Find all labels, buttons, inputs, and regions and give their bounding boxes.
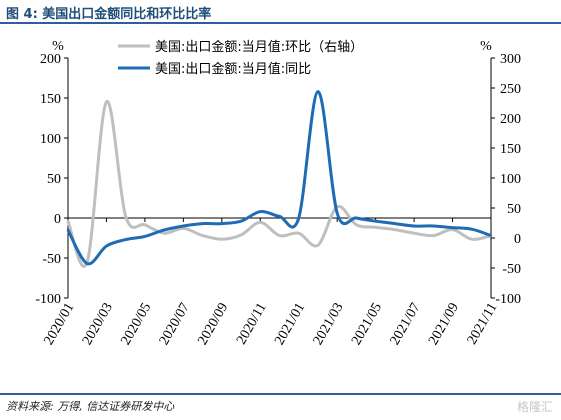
data-point-series-1 <box>412 232 416 235</box>
data-point-series-1 <box>316 244 320 247</box>
data-point-series-2 <box>297 216 300 220</box>
right-tick-label: 300 <box>500 52 521 67</box>
right-tick-label: 200 <box>500 112 521 127</box>
bottom-rule <box>0 393 561 395</box>
x-tick-label: 2021/07 <box>388 301 424 348</box>
left-unit-label: % <box>52 39 64 54</box>
data-point-series-2 <box>451 226 454 229</box>
x-tick-label: 2021/09 <box>426 301 462 348</box>
x-tick-label: 2021/11 <box>465 301 501 348</box>
series-line-1 <box>66 100 492 268</box>
x-tick-label: 2020/07 <box>157 301 193 348</box>
left-tick-label: 200 <box>40 52 61 67</box>
right-tick-label: 250 <box>500 82 521 97</box>
chart-axes: % % -100 -50 0 50 100 150 200 -100 -50 0 50 100 150 200… <box>35 39 521 348</box>
x-tick-label: 2020/09 <box>195 301 231 348</box>
left-tick-label: 50 <box>47 172 61 187</box>
data-point-series-2 <box>239 220 243 223</box>
data-point-series-2 <box>355 216 358 220</box>
data-point-series-2 <box>86 262 89 265</box>
data-point-series-1 <box>143 223 147 226</box>
data-point-series-2 <box>124 238 127 241</box>
data-point-series-1 <box>182 227 185 230</box>
left-tick-label: 100 <box>40 132 61 147</box>
left-tick-label: -50 <box>42 252 61 267</box>
data-point-series-2 <box>66 228 70 232</box>
data-point-series-1 <box>66 220 70 223</box>
x-tick-label: 2021/03 <box>311 301 347 348</box>
data-point-series-2 <box>335 212 339 215</box>
watermark-text: 格隆汇 <box>516 400 553 414</box>
data-point-series-2 <box>162 228 166 232</box>
data-point-series-2 <box>432 224 435 228</box>
data-point-series-1 <box>374 226 377 229</box>
right-tick-label: 50 <box>507 202 521 217</box>
right-tick-label: 100 <box>500 172 521 187</box>
right-tick-label: 150 <box>500 142 521 157</box>
data-point-series-2 <box>489 234 493 237</box>
source-note: 资料来源: 万得, 信达证券研发中心 <box>6 400 175 413</box>
x-tick-label: 2021/05 <box>349 301 385 348</box>
legend-label-1: 美国:出口金额:当月值:环比（右轴） <box>155 39 363 55</box>
data-point-series-1 <box>259 221 262 224</box>
series-line-2 <box>66 90 492 266</box>
data-point-series-1 <box>124 215 127 218</box>
left-tick-label: -100 <box>35 292 61 307</box>
data-point-series-1 <box>297 232 300 235</box>
data-point-series-2 <box>412 224 416 228</box>
data-point-series-1 <box>470 238 473 241</box>
chart-legend: 美国:出口金额:当月值:环比（右轴） 美国:出口金额:当月值:同比 <box>118 39 363 77</box>
data-point-series-1 <box>393 228 397 231</box>
right-tick-label: -50 <box>502 262 521 277</box>
chart-lines <box>66 90 493 268</box>
x-tick-label: 2021/01 <box>272 301 308 348</box>
figure-title: 图 4: 美国出口金额同比和环比比率 <box>6 7 212 22</box>
right-tick-label: -100 <box>495 292 521 307</box>
data-point-series-1 <box>432 234 435 237</box>
data-point-series-1 <box>201 234 204 237</box>
x-tick-label: 2020/05 <box>118 301 154 348</box>
right-tick-label: 0 <box>514 232 521 247</box>
data-point-series-1 <box>220 238 224 241</box>
data-point-series-2 <box>105 244 108 248</box>
data-point-series-2 <box>278 215 281 218</box>
top-rule <box>0 22 561 24</box>
data-point-series-2 <box>143 235 147 238</box>
data-point-series-1 <box>278 234 281 237</box>
data-point-series-2 <box>374 220 377 223</box>
data-point-series-2 <box>201 222 204 225</box>
right-unit-label: % <box>480 39 492 54</box>
left-tick-label: 0 <box>54 212 61 227</box>
data-point-series-2 <box>316 90 320 93</box>
x-tick-label: 2020/03 <box>80 301 116 348</box>
legend-label-2: 美国:出口金额:当月值:同比 <box>155 61 311 77</box>
x-tick-label: 2020/11 <box>234 301 270 348</box>
data-point-series-1 <box>239 233 243 237</box>
data-point-series-2 <box>182 224 185 228</box>
data-point-series-1 <box>355 223 358 226</box>
data-point-series-2 <box>470 228 473 231</box>
data-point-series-1 <box>162 232 166 235</box>
left-tick-label: 150 <box>40 92 61 107</box>
data-point-series-1 <box>105 100 108 104</box>
chart-svg: % % -100 -50 0 50 100 150 200 -100 -50 0 50 100 150 200… <box>35 39 521 348</box>
x-tick-label: 2020/01 <box>42 301 78 348</box>
data-point-series-2 <box>220 222 224 225</box>
data-point-series-2 <box>259 210 262 213</box>
data-point-series-2 <box>393 222 397 225</box>
